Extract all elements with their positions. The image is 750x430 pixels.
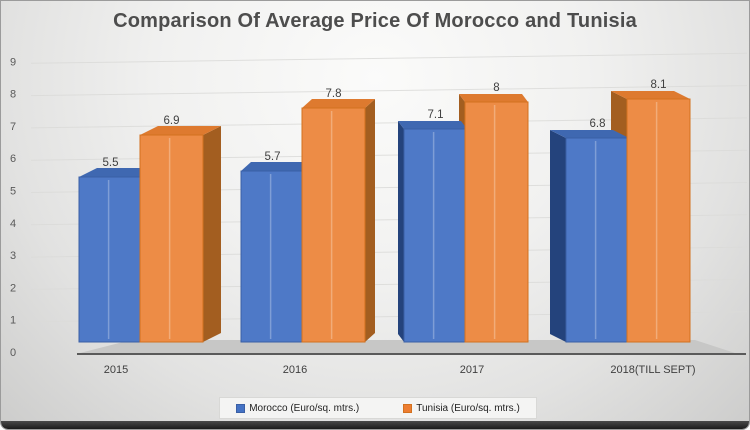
value-label-tunisia-2017: 8 <box>493 82 499 94</box>
bar-side-morocco-2018(TILL SEPT) <box>550 130 566 342</box>
value-label-tunisia-2016: 7.8 <box>326 88 342 100</box>
value-label-tunisia-2018(TILL SEPT): 8.1 <box>651 79 667 91</box>
y-axis-tick-label-8: 8 <box>10 89 16 101</box>
y-axis-tick-label-5: 5 <box>10 186 16 198</box>
legend-label-tunisia: Tunisia (Euro/sq. mtrs.) <box>416 402 520 414</box>
legend-item-morocco[interactable]: Morocco (Euro/sq. mtrs.) <box>236 403 359 414</box>
y-axis-tick-label-4: 4 <box>10 218 16 230</box>
category-label-2016: 2016 <box>283 364 307 376</box>
y-axis-tick-label-0: 0 <box>10 347 16 359</box>
bar-tunisia-2016[interactable] <box>301 107 366 343</box>
value-label-morocco-2015: 5.5 <box>103 157 119 169</box>
chart-title: Comparison Of Average Price Of Morocco a… <box>113 10 637 32</box>
bar-top-morocco-2018(TILL SEPT) <box>550 130 629 138</box>
bar-top-morocco-2017 <box>398 121 467 129</box>
bar-top-tunisia-2017 <box>459 94 528 102</box>
y-axis-tick-label-7: 7 <box>10 121 16 133</box>
category-label-2017: 2017 <box>460 364 484 376</box>
bar-side-morocco-2017 <box>398 121 404 342</box>
bar-top-tunisia-2018(TILL SEPT) <box>611 91 690 99</box>
value-label-tunisia-2015: 6.9 <box>164 115 180 127</box>
chart-legend: Morocco (Euro/sq. mtrs.) Tunisia (Euro/s… <box>219 397 537 419</box>
value-label-morocco-2016: 5.7 <box>265 151 281 163</box>
gridline-9 <box>30 52 748 64</box>
legend-item-tunisia[interactable]: Tunisia (Euro/sq. mtrs.) <box>403 403 520 414</box>
bar-top-morocco-2016 <box>241 162 314 171</box>
bar-morocco-2018(TILL SEPT)[interactable] <box>565 137 630 343</box>
value-label-morocco-2018(TILL SEPT): 6.8 <box>590 118 606 130</box>
bar-morocco-2015[interactable] <box>78 176 143 343</box>
bar-tunisia-2015[interactable] <box>139 134 204 343</box>
category-label-2018(TILL SEPT): 2018(TILL SEPT) <box>610 364 695 376</box>
y-axis-tick-label-9: 9 <box>10 56 16 68</box>
category-label-2015: 2015 <box>104 364 128 376</box>
bar-tunisia-2017[interactable] <box>464 101 529 343</box>
y-axis-tick-label-1: 1 <box>10 315 16 327</box>
bar-top-tunisia-2015 <box>140 126 221 135</box>
y-axis-tick-label-2: 2 <box>10 282 16 294</box>
y-axis-tick-label-6: 6 <box>10 153 16 165</box>
bar-morocco-2017[interactable] <box>403 128 468 343</box>
bar-top-tunisia-2016 <box>302 99 375 108</box>
chart-floor <box>76 340 738 354</box>
bar-tunisia-2018(TILL SEPT)[interactable] <box>626 98 691 343</box>
tunisia-legend-swatch-icon <box>403 403 413 413</box>
bar-morocco-2016[interactable] <box>240 170 305 343</box>
legend-label-morocco: Morocco (Euro/sq. mtrs.) <box>249 402 360 414</box>
y-axis-tick-label-3: 3 <box>10 250 16 262</box>
value-label-morocco-2017: 7.1 <box>428 109 444 121</box>
bar-side-tunisia-2015 <box>203 126 221 342</box>
window-bottom-edge <box>1 421 749 429</box>
gridline-8 <box>30 85 748 97</box>
morocco-legend-swatch-icon <box>236 403 246 413</box>
bar-side-tunisia-2016 <box>365 99 375 342</box>
